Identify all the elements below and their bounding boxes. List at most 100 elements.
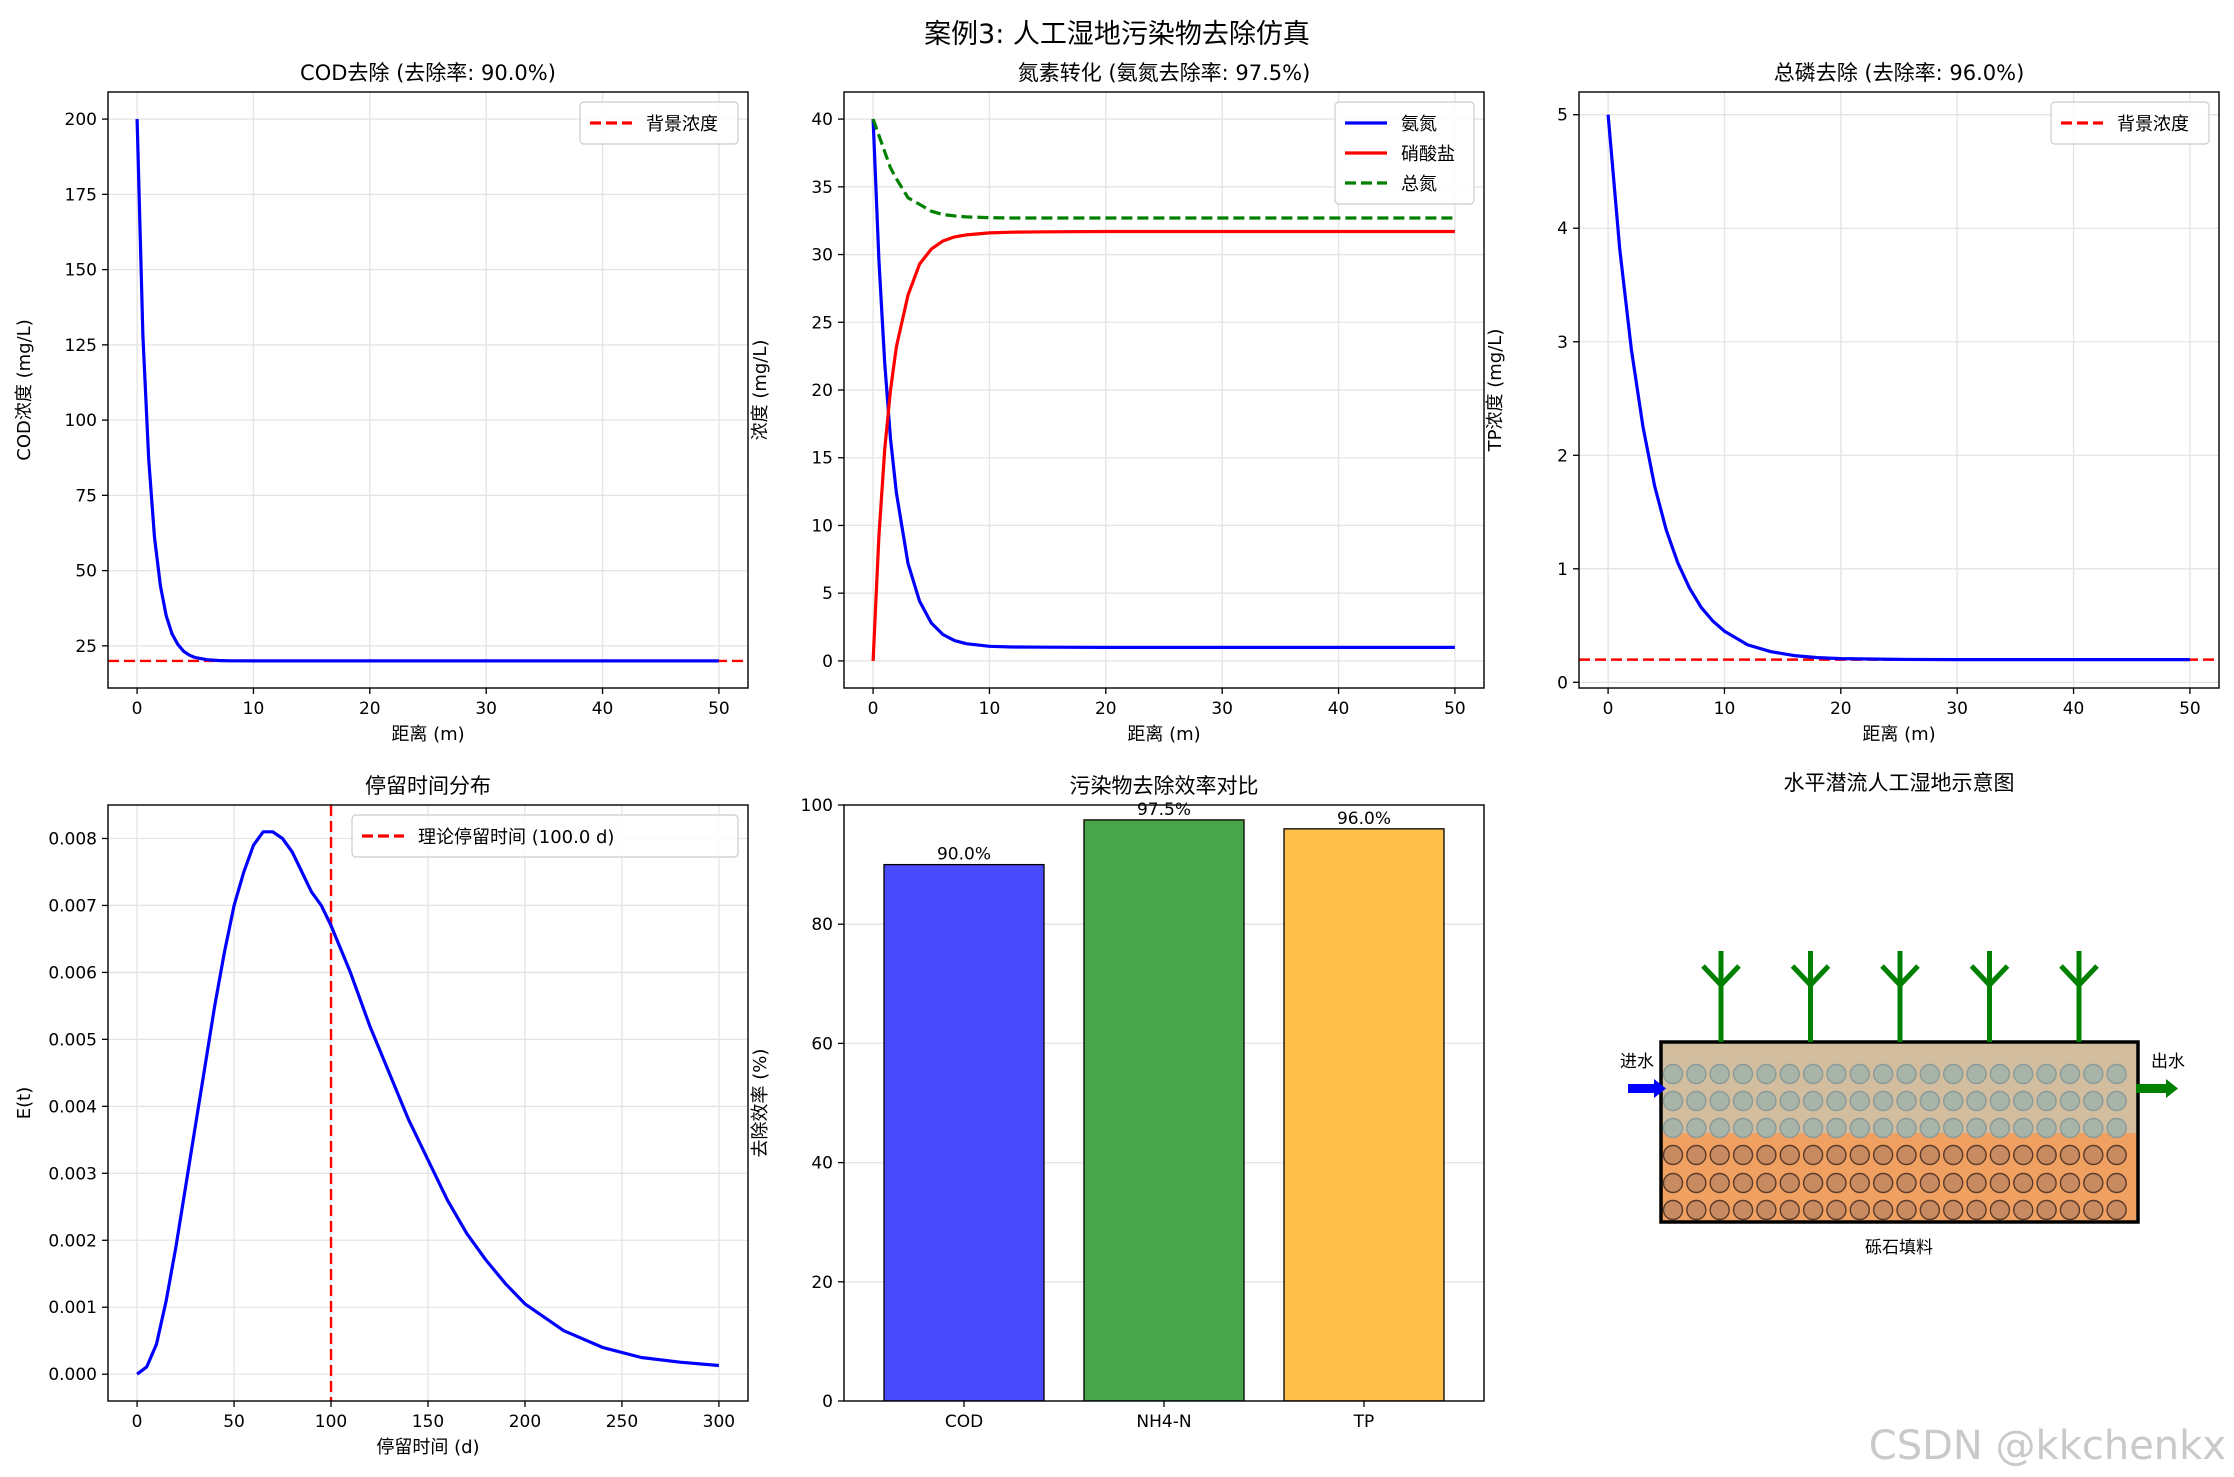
gravel-stone [2036, 1090, 2057, 1112]
axes-frame [843, 91, 1485, 689]
series-line-1 [135, 119, 719, 663]
y-tick-label: 125 [65, 336, 97, 356]
y-axis-label: E(t) [14, 1087, 35, 1119]
gravel-stone [1919, 1063, 1941, 1085]
y-tick-label: 0.002 [48, 1231, 97, 1251]
x-tick-label: NH4-N [1136, 1412, 1191, 1432]
gravel-stone [1896, 1063, 1917, 1085]
x-tick-label: 100 [315, 1412, 347, 1432]
gravel-stone [1872, 1090, 1894, 1112]
y-tick-label: 0.004 [48, 1097, 97, 1117]
legend: 背景浓度 [579, 101, 739, 145]
chart-efficiency: 0 20 40 60 80 100 COD 90.0% NH4-N 97.5% TP 96.0% 污染物… [750, 774, 1485, 1432]
y-tick-label: 150 [65, 261, 97, 281]
legend-box [579, 101, 739, 145]
gravel-stone [1872, 1172, 1894, 1194]
gravel-stone [2036, 1117, 2057, 1139]
gravel-stone [1732, 1199, 1754, 1221]
chart-rtd: 0.000 0.001 0.002 0.003 0.004 0.005 0.006 0.007… [14, 774, 749, 1458]
gravel-stone [2036, 1199, 2057, 1221]
plot-area-tp [1579, 114, 2219, 662]
outlet-arrow-icon [2136, 1079, 2178, 1098]
y-tick-label: 175 [65, 185, 97, 205]
gravel-stone [1802, 1144, 1824, 1166]
gravel-stone [2059, 1090, 2081, 1112]
gravel-stone [1802, 1117, 1824, 1139]
y-tick-label: 0.000 [48, 1365, 97, 1385]
schematic-title: 水平潜流人工湿地示意图 [1784, 771, 2015, 795]
gravel-stone [1779, 1117, 1800, 1139]
y-tick-label: 0.007 [48, 896, 97, 916]
gravel-stone [2013, 1199, 2034, 1221]
plant-icon [1969, 951, 2010, 1042]
x-tick-label: 50 [2179, 699, 2201, 719]
gravel-stone [1966, 1090, 1987, 1112]
chart-cod: 25 50 75 100 125 150 175 200 0 10 20 30 40 50 COD去除 (去… [14, 61, 749, 745]
axes-frame [107, 804, 749, 1402]
gravel-stone [1919, 1090, 1941, 1112]
y-axis-label: 去除效率 (%) [750, 1049, 771, 1158]
gravel-stone [1686, 1172, 1707, 1194]
gravel-stone [2059, 1144, 2081, 1166]
gravel-stone [1756, 1199, 1777, 1221]
gravel-stone [2083, 1090, 2104, 1112]
y-tick-label: 0.006 [48, 963, 97, 983]
gravel-stone [1826, 1117, 1847, 1139]
gravel-stone [1686, 1117, 1707, 1139]
bar-value-label: 97.5% [1137, 800, 1191, 820]
gravel-stone [1919, 1117, 1941, 1139]
axes-frame [107, 91, 749, 689]
gravel-stone [1966, 1199, 1987, 1221]
gravel-stone [1826, 1090, 1847, 1112]
gravel-stone [1756, 1090, 1777, 1112]
chart-nitrogen: 0 5 10 15 20 25 30 35 40 0 10 20 30 40 50 氮素转化 (氨氮去除率: … [750, 61, 1485, 745]
gravel-stone [1779, 1063, 1800, 1085]
y-tick-label: 25 [75, 637, 97, 657]
x-tick-label: 40 [2063, 699, 2085, 719]
legend-box [2050, 101, 2210, 145]
gravel-stone [1732, 1144, 1754, 1166]
y-tick-label: 50 [75, 562, 97, 582]
gravel-stone [1779, 1090, 1800, 1112]
gravel-stone [1966, 1144, 1987, 1166]
y-tick-label: 15 [811, 449, 833, 469]
plant-icon [1790, 951, 1831, 1042]
x-tick-label: COD [945, 1412, 983, 1432]
x-axis-label: 距离 (m) [1127, 724, 1200, 745]
gravel-stone [2013, 1090, 2034, 1112]
gravel-stone [2083, 1117, 2104, 1139]
gravel-stone [1686, 1144, 1707, 1166]
legend-box [1334, 101, 1475, 205]
gravel-stone [1802, 1090, 1824, 1112]
y-axis-label: COD浓度 (mg/L) [14, 319, 35, 460]
gravel-stone [1732, 1117, 1754, 1139]
legend-label: 背景浓度 [2117, 114, 2189, 135]
chart-title: 氮素转化 (氨氮去除率: 97.5%) [1018, 61, 1311, 85]
y-tick-label: 5 [1557, 106, 1568, 126]
bar-value-label: 90.0% [937, 845, 991, 865]
chart-title: 停留时间分布 [365, 774, 491, 798]
gravel-stone [2013, 1117, 2034, 1139]
legend-label: 总氮 [1401, 174, 1437, 195]
gravel-stone [1919, 1144, 1941, 1166]
x-tick-label: 10 [243, 699, 265, 719]
bar-COD [883, 863, 1045, 1401]
gravel-stone [1989, 1144, 2011, 1166]
axes-frame [1578, 91, 2220, 689]
series-line-1 [1606, 114, 2190, 662]
outlet-label: 出水 [2151, 1052, 2185, 1072]
gravel-stone [1942, 1172, 1964, 1194]
gravel-stone [1686, 1063, 1707, 1085]
gravel-stone [1849, 1144, 1871, 1166]
x-tick-label: 10 [1714, 699, 1736, 719]
gravel-stone [2013, 1063, 2034, 1085]
x-tick-label: 50 [223, 1412, 245, 1432]
gravel-stone [1896, 1172, 1917, 1194]
gravel-stone [1826, 1172, 1847, 1194]
legend: 理论停留时间 (100.0 d) [351, 814, 739, 858]
gravel-stone [1802, 1063, 1824, 1085]
gravel-stone [1849, 1172, 1871, 1194]
gravel-stone [1709, 1144, 1730, 1166]
gravel-stone [1662, 1172, 1684, 1194]
